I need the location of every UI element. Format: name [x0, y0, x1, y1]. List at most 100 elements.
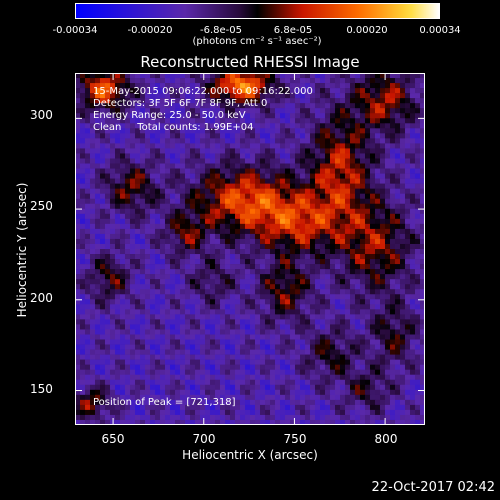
heatmap-cell: [185, 128, 191, 134]
heatmap-cell: [405, 409, 411, 416]
heatmap-cell: [230, 254, 236, 260]
heatmap-cell: [225, 198, 231, 205]
heatmap-cell: [275, 73, 281, 79]
heatmap-cell: [375, 304, 381, 310]
heatmap-cell: [410, 374, 416, 381]
heatmap-cell: [275, 289, 281, 295]
heatmap-cell: [385, 354, 391, 360]
heatmap-cell: [350, 123, 356, 129]
heatmap-cell: [280, 254, 286, 260]
heatmap-cell: [155, 404, 161, 411]
heatmap-cell: [170, 304, 176, 310]
heatmap-cell: [220, 133, 226, 139]
heatmap-cell: [275, 384, 281, 391]
heatmap-cell: [360, 404, 366, 411]
heatmap-cell: [315, 123, 321, 129]
heatmap-cell: [245, 359, 251, 365]
heatmap-cell: [335, 138, 341, 144]
heatmap-cell: [175, 158, 181, 164]
heatmap-cell: [415, 359, 421, 365]
heatmap-cell: [190, 228, 196, 235]
heatmap-cell: [95, 233, 101, 240]
heatmap-cell: [90, 148, 96, 154]
heatmap-cell: [415, 379, 421, 386]
heatmap-cell: [330, 289, 336, 295]
heatmap-cell: [160, 228, 166, 235]
heatmap-cell: [280, 329, 286, 335]
heatmap-cell: [375, 359, 381, 365]
heatmap-cell: [400, 304, 406, 310]
heatmap-cell: [330, 339, 336, 345]
heatmap-cell: [275, 198, 281, 205]
heatmap-cell: [145, 233, 151, 240]
heatmap-cell: [205, 259, 211, 265]
heatmap-cell: [255, 78, 261, 84]
heatmap-cell: [365, 339, 371, 345]
heatmap-cell: [85, 78, 91, 84]
heatmap-cell: [75, 243, 81, 250]
heatmap-cell: [305, 344, 311, 350]
heatmap-cell: [200, 133, 206, 139]
heatmap-cell: [370, 228, 376, 235]
heatmap-cell: [260, 128, 266, 134]
heatmap-cell: [145, 304, 151, 310]
heatmap-cell: [135, 409, 141, 416]
heatmap-cell: [225, 379, 231, 386]
heatmap-cell: [275, 243, 281, 250]
heatmap-cell: [200, 384, 206, 391]
heatmap-cell: [305, 354, 311, 360]
heatmap-cell: [220, 153, 226, 159]
heatmap-cell: [420, 269, 425, 275]
heatmap-cell: [290, 389, 296, 396]
heatmap-cell: [385, 123, 391, 129]
heatmap-cell: [145, 394, 151, 401]
info-time-range: 15-May-2015 09:06:22.000 to 09:16:22.000: [93, 86, 313, 97]
heatmap-cell: [250, 83, 256, 89]
heatmap-cell: [95, 399, 101, 406]
heatmap-cell: [345, 128, 351, 134]
heatmap-cell: [330, 274, 336, 280]
heatmap-cell: [90, 414, 96, 421]
heatmap-cell: [220, 379, 226, 386]
heatmap-cell: [275, 309, 281, 315]
heatmap-cell: [175, 399, 181, 406]
heatmap-cell: [150, 228, 156, 235]
heatmap-cell: [165, 399, 171, 406]
heatmap-cell: [130, 374, 136, 381]
heatmap-cell: [180, 188, 186, 194]
heatmap-cell: [270, 103, 276, 109]
heatmap-cell: [150, 233, 156, 240]
heatmap-cell: [115, 349, 121, 355]
heatmap-cell: [205, 158, 211, 164]
heatmap-cell: [385, 334, 391, 340]
heatmap-cell: [110, 123, 116, 129]
heatmap-cell: [325, 183, 331, 189]
heatmap-cell: [415, 249, 421, 255]
heatmap-cell: [240, 354, 246, 360]
heatmap-cell: [110, 183, 116, 189]
heatmap-cell: [90, 309, 96, 315]
heatmap-cell: [220, 414, 226, 421]
heatmap-cell: [300, 304, 306, 310]
heatmap-cell: [165, 118, 171, 124]
heatmap-cell: [370, 178, 376, 184]
heatmap-cell: [390, 233, 396, 240]
heatmap-cell: [330, 238, 336, 245]
heatmap-cell: [100, 324, 106, 330]
heatmap-cell: [90, 354, 96, 360]
heatmap-cell: [195, 284, 201, 290]
heatmap-cell: [345, 158, 351, 164]
heatmap-cell: [190, 374, 196, 381]
heatmap-cell: [415, 153, 421, 159]
heatmap-cell: [75, 88, 81, 94]
heatmap-cell: [215, 123, 221, 129]
heatmap-cell: [175, 208, 181, 215]
heatmap-cell: [80, 113, 86, 119]
heatmap-cell: [95, 404, 101, 411]
heatmap-cell: [280, 188, 286, 194]
heatmap-cell: [370, 88, 376, 94]
heatmap-cell: [355, 113, 361, 119]
heatmap-cell: [280, 284, 286, 290]
heatmap-cell: [130, 158, 136, 164]
heatmap-cell: [360, 153, 366, 159]
